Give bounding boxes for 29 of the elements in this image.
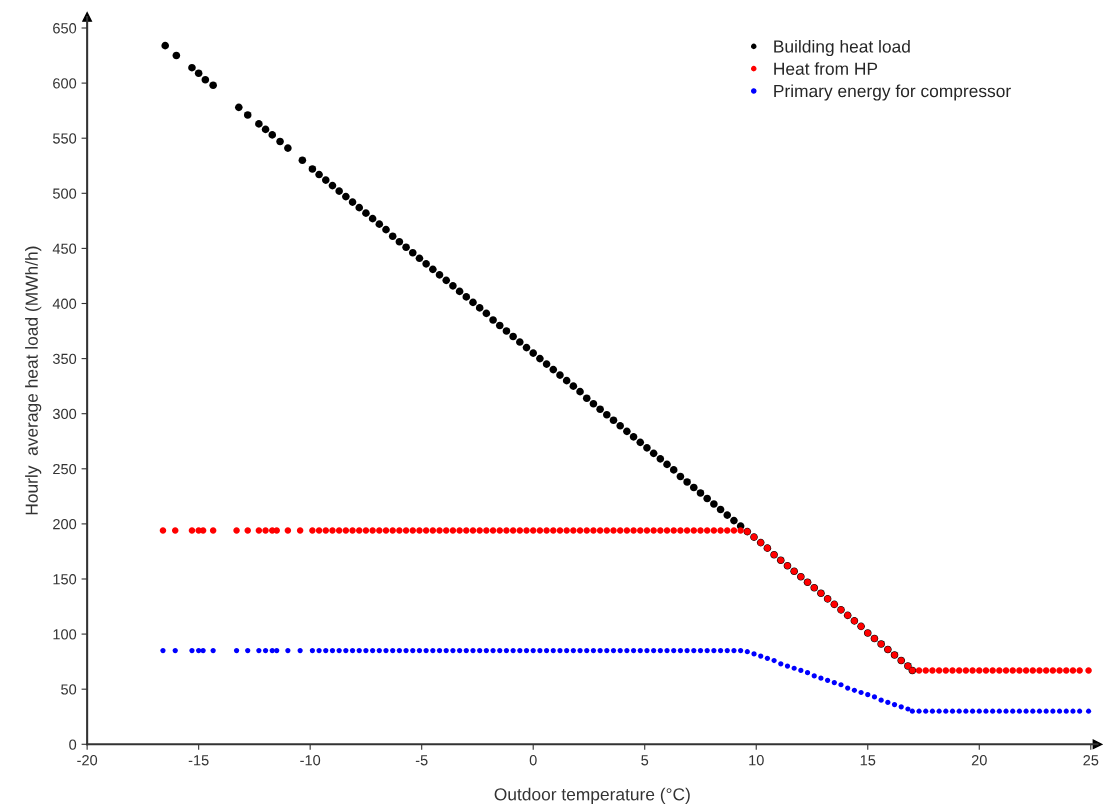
x-tick-label: 10 (749, 755, 764, 766)
y-tick-label: 100 (53, 629, 77, 640)
legend-label: Primary energy for compressor (774, 84, 1011, 101)
x-tick-label: -10 (300, 755, 321, 766)
y-tick-label: 200 (53, 518, 77, 530)
y-tick-label: 550 (52, 133, 77, 144)
y-axis-title: Hourly average heat load (MWh/h) (25, 246, 42, 515)
x-tick-label: -20 (77, 755, 98, 766)
x-tick-label: 15 (860, 755, 876, 766)
legend-label: Building heat load (774, 39, 910, 57)
x-tick-label: 20 (971, 755, 987, 766)
legend-label: Heat from HP (774, 62, 878, 75)
y-tick-label: 350 (52, 353, 77, 365)
y-tick-label: 650 (53, 23, 77, 34)
y-tick-label: 150 (53, 574, 77, 585)
y-tick-label: 400 (52, 298, 77, 309)
x-axis-title: Outdoor temperature (°C) (494, 787, 690, 804)
x-tick-label: -5 (415, 755, 428, 766)
y-tick-label: 450 (52, 243, 77, 254)
y-tick-label: 0 (69, 739, 77, 750)
y-tick-label: 250 (53, 463, 77, 475)
y-tick-label: 50 (61, 684, 77, 695)
y-tick-label: 600 (53, 78, 77, 89)
y-tick-label: 300 (52, 408, 77, 420)
x-tick-label: 25 (1083, 755, 1099, 766)
x-tick-label: 5 (641, 755, 649, 766)
x-tick-label: 0 (529, 755, 537, 766)
y-tick-label: 500 (52, 188, 77, 199)
x-tick-label: -15 (188, 755, 209, 766)
